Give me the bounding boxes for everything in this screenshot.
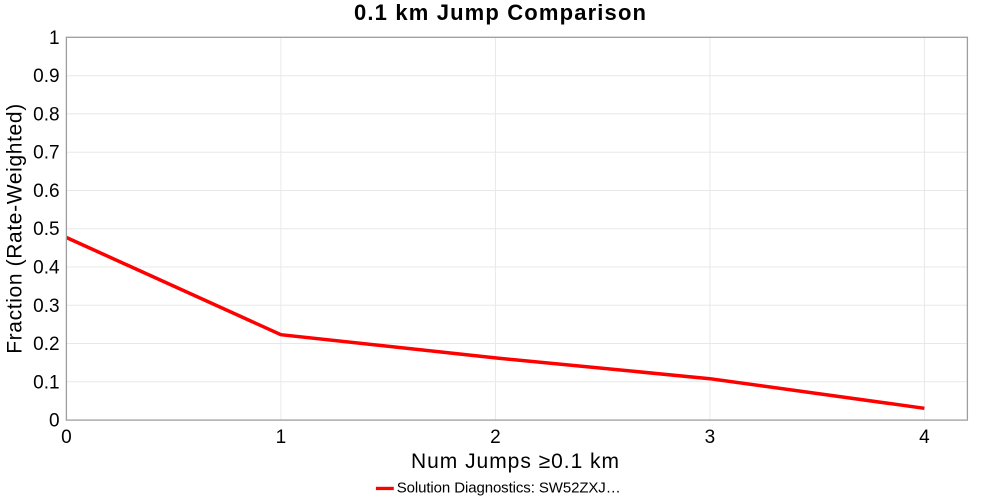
svg-text:0: 0	[61, 427, 72, 448]
svg-text:0.3: 0.3	[33, 296, 59, 317]
svg-text:0.6: 0.6	[33, 181, 59, 202]
svg-text:0.9: 0.9	[33, 66, 59, 87]
svg-text:Solution Diagnostics: SW52ZXJ…: Solution Diagnostics: SW52ZXJ…	[397, 480, 621, 497]
svg-text:4: 4	[919, 427, 930, 448]
svg-text:2: 2	[490, 427, 501, 448]
svg-text:0.5: 0.5	[33, 219, 59, 240]
svg-text:0: 0	[49, 411, 60, 432]
svg-text:Num Jumps ≥0.1 km: Num Jumps ≥0.1 km	[411, 450, 619, 473]
svg-text:0.7: 0.7	[33, 143, 59, 164]
svg-text:0.8: 0.8	[33, 104, 59, 125]
svg-text:0.2: 0.2	[33, 334, 59, 355]
svg-text:Fraction (Rate-Weighted): Fraction (Rate-Weighted)	[4, 104, 27, 354]
svg-text:0.1 km Jump Comparison: 0.1 km Jump Comparison	[354, 0, 646, 25]
svg-text:1: 1	[49, 28, 60, 49]
svg-text:0.4: 0.4	[33, 258, 60, 279]
svg-text:1: 1	[276, 427, 287, 448]
svg-text:0.1: 0.1	[33, 372, 59, 393]
svg-text:3: 3	[705, 427, 716, 448]
